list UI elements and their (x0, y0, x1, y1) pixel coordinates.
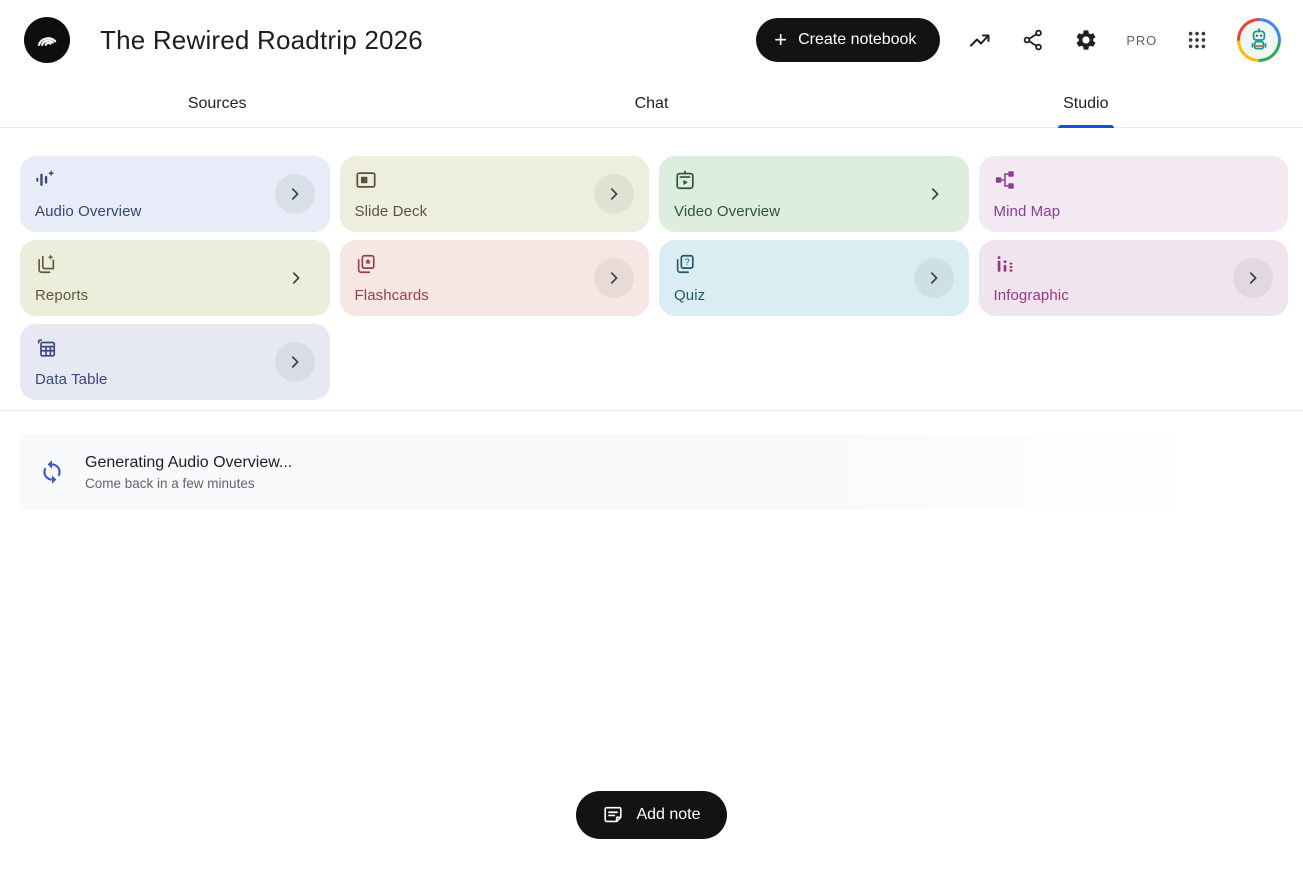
card-label: Infographic (993, 287, 1069, 304)
slide-deck-icon (355, 172, 376, 188)
card-label: Reports (35, 287, 89, 304)
tab-studio-label: Studio (1063, 94, 1109, 112)
chevron-right-icon[interactable] (594, 258, 634, 298)
card-flashcards[interactable]: Flashcards (339, 240, 649, 316)
card-reports[interactable]: Reports (20, 240, 330, 316)
header-actions: + Create notebook (756, 18, 1281, 62)
sync-refresh-icon (43, 460, 61, 484)
mind-map-icon (995, 171, 1014, 189)
card-label: Slide Deck (354, 203, 428, 220)
flashcards-star-icon (357, 254, 375, 274)
card-label: Mind Map (993, 203, 1061, 220)
card-video-overview[interactable]: Video Overview (659, 156, 969, 232)
card-mind-map[interactable]: Mind Map (978, 156, 1288, 232)
card-label: Data Table (35, 371, 108, 388)
add-note-label: Add note (636, 806, 701, 823)
settings-gear-icon[interactable] (1073, 27, 1099, 53)
tabbar: Sources Chat Studio (0, 80, 1303, 128)
chevron-right-icon[interactable] (284, 266, 308, 290)
card-label: Flashcards (354, 287, 429, 304)
pro-badge: PRO (1126, 32, 1157, 48)
create-notebook-button[interactable]: + Create notebook (756, 18, 941, 62)
header: The Rewired Roadtrip 2026 + Create noteb… (0, 0, 1303, 80)
card-label: Video Overview (674, 203, 781, 220)
infographic-bars-icon (997, 256, 1012, 272)
generating-status-card: Generating Audio Overview... Come back i… (20, 434, 1207, 510)
logo-arcs-icon (37, 37, 57, 46)
chevron-right-icon[interactable] (274, 342, 315, 382)
video-overview-icon (676, 170, 694, 190)
notebook-title[interactable]: The Rewired Roadtrip 2026 (100, 24, 423, 55)
chevron-right-icon[interactable] (594, 174, 634, 214)
card-infographic[interactable]: Infographic (978, 240, 1288, 316)
svg-text:?: ? (685, 257, 690, 267)
chevron-right-icon[interactable] (1233, 258, 1273, 298)
avatar-robot-image (1240, 21, 1278, 59)
status-subtitle: Come back in a few minutes (85, 475, 255, 491)
active-tab-underline (1057, 125, 1114, 128)
user-avatar[interactable] (1237, 18, 1281, 62)
plus-icon: + (774, 27, 788, 52)
data-table-icon (37, 339, 56, 357)
section-divider (0, 410, 1303, 411)
reports-doc-sparkle-icon (38, 254, 55, 274)
status-text-block: Generating Audio Overview... Come back i… (85, 454, 292, 491)
card-label: Audio Overview (35, 203, 142, 220)
tab-sources[interactable]: Sources (0, 80, 434, 127)
card-audio-overview[interactable]: Audio Overview (20, 156, 330, 232)
chevron-right-icon[interactable] (274, 174, 315, 214)
card-quiz[interactable]: ? Quiz (659, 240, 969, 316)
tab-chat-label: Chat (634, 94, 669, 112)
card-data-table[interactable]: Data Table (20, 324, 330, 400)
tab-sources-label: Sources (187, 94, 247, 112)
tab-chat[interactable]: Chat (434, 80, 868, 127)
analytics-trending-up-icon[interactable] (967, 27, 993, 53)
chevron-right-icon[interactable] (923, 182, 947, 206)
card-label: Quiz (674, 287, 706, 304)
notebooklm-logo[interactable] (24, 17, 70, 63)
note-icon (604, 806, 623, 823)
studio-cards-grid: Audio Overview Slide Deck Video Overvi (20, 156, 1288, 400)
quiz-cards-icon: ? (676, 254, 694, 274)
tab-studio[interactable]: Studio (869, 80, 1303, 128)
apps-grid-icon[interactable] (1184, 27, 1210, 53)
card-slide-deck[interactable]: Slide Deck (339, 156, 649, 232)
add-note-button[interactable]: Add note (576, 791, 727, 839)
share-icon[interactable] (1020, 27, 1046, 53)
create-notebook-label: Create notebook (798, 31, 917, 48)
audio-waveform-sparkle-icon (36, 170, 55, 186)
footer: Add note (0, 791, 1303, 839)
chevron-right-icon[interactable] (913, 258, 954, 298)
status-title: Generating Audio Overview... (85, 453, 293, 471)
